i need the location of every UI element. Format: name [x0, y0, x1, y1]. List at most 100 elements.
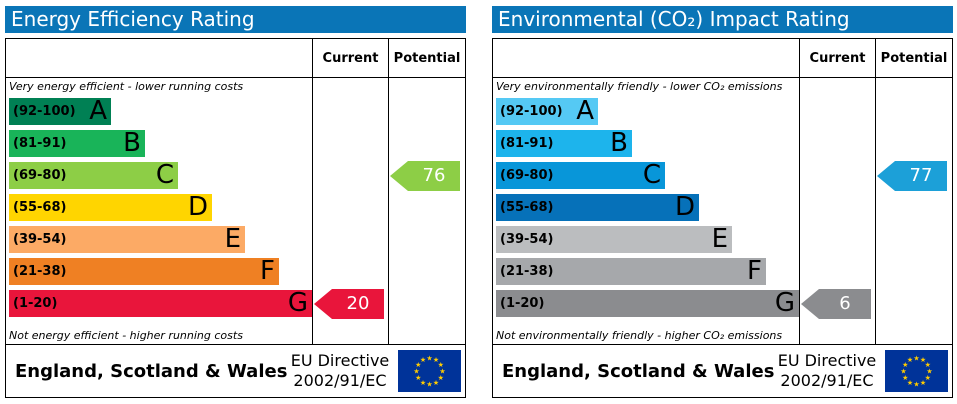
column-divider: [388, 39, 389, 344]
current-column-header: Current: [322, 51, 379, 66]
rating-band-e: (39-54) E: [496, 224, 732, 254]
potential-column-header: Potential: [880, 51, 948, 66]
footer-region-label: England, Scotland & Wales: [502, 361, 775, 382]
rating-band-b: (81-91) B: [9, 128, 145, 158]
eu-star-icon: ★: [907, 356, 913, 364]
rating-band-b: (81-91) B: [496, 128, 632, 158]
footer-divider: [493, 344, 952, 345]
band-letter: G: [287, 288, 308, 318]
potential-rating-arrow: 76: [390, 161, 460, 191]
rating-band-e: (39-54) E: [9, 224, 245, 254]
current-rating-arrow: 6: [801, 289, 871, 319]
panel-title: Environmental (CO₂) Impact Rating: [492, 6, 953, 33]
potential-rating-arrow: 77: [877, 161, 947, 191]
eu-flag-icon: ★ ★★★★★★★★★★★: [398, 350, 461, 392]
rating-band-d: (55-68) D: [496, 192, 699, 222]
band-range-label: (92-100): [500, 104, 563, 119]
band-letter: D: [674, 192, 695, 222]
current-column-header: Current: [809, 51, 866, 66]
column-divider: [799, 39, 800, 344]
band-letter: F: [747, 256, 762, 286]
band-range-label: (81-91): [500, 136, 554, 151]
rating-band-g: (1-20) G: [496, 288, 799, 318]
bottom-note: Not energy efficient - higher running co…: [9, 329, 243, 342]
eu-star-icon: ★: [913, 355, 919, 363]
eu-star-icon: ★: [420, 379, 426, 387]
environmental-impact-panel: Environmental (CO₂) Impact Rating Curren…: [492, 6, 953, 398]
band-range-label: (69-80): [500, 168, 554, 183]
eu-star-icon: ★: [420, 356, 426, 364]
bottom-note: Not environmentally friendly - higher CO…: [496, 329, 783, 342]
band-letter: E: [224, 224, 241, 254]
band-letter: B: [123, 128, 141, 158]
current-rating-value: 20: [346, 293, 370, 314]
eu-star-icon: ★: [913, 381, 919, 389]
eu-star-icon: ★: [438, 361, 444, 369]
potential-rating-value: 77: [909, 165, 933, 186]
header-divider: [493, 77, 952, 78]
eu-star-icon: ★: [426, 381, 432, 389]
panel-title: Energy Efficiency Rating: [5, 6, 466, 33]
directive-line-2: 2002/91/EC: [293, 371, 387, 390]
band-range-label: (69-80): [13, 168, 67, 183]
footer-divider: [6, 344, 465, 345]
band-range-label: (81-91): [13, 136, 67, 151]
eu-star-icon: ★: [900, 368, 906, 376]
rating-table: Current Potential Very environmentally f…: [492, 38, 953, 398]
band-range-label: (39-54): [500, 232, 554, 247]
footer-directive: EU Directive 2002/91/EC: [772, 351, 882, 391]
eu-star-icon: ★: [920, 379, 926, 387]
band-letter: E: [711, 224, 728, 254]
band-letter: D: [187, 192, 208, 222]
band-letter: C: [642, 160, 661, 190]
band-letter: F: [260, 256, 275, 286]
eu-star-icon: ★: [439, 368, 445, 376]
rating-band-c: (69-80) C: [9, 160, 178, 190]
rating-band-a: (92-100) A: [496, 97, 598, 126]
eu-star-icon: ★: [926, 368, 932, 376]
eu-star-icon: ★: [902, 361, 908, 369]
band-range-label: (21-38): [13, 264, 67, 279]
eu-star-icon: ★: [426, 355, 432, 363]
current-rating-arrow: 20: [314, 289, 384, 319]
band-range-label: (92-100): [13, 104, 76, 119]
band-letter: G: [774, 288, 795, 318]
eu-star-icon: ★: [433, 356, 439, 364]
band-range-label: (55-68): [13, 200, 67, 215]
band-letter: C: [155, 160, 174, 190]
eu-star-icon: ★: [438, 374, 444, 382]
rating-band-d: (55-68) D: [9, 192, 212, 222]
eu-star-icon: ★: [925, 374, 931, 382]
eu-star-icon: ★: [413, 368, 419, 376]
eu-star-icon: ★: [415, 374, 421, 382]
footer-directive: EU Directive 2002/91/EC: [285, 351, 395, 391]
rating-band-c: (69-80) C: [496, 160, 665, 190]
eu-star-icon: ★: [925, 361, 931, 369]
rating-band-f: (21-38) F: [496, 256, 766, 286]
band-range-label: (21-38): [500, 264, 554, 279]
potential-column-header: Potential: [393, 51, 461, 66]
eu-star-icon: ★: [902, 374, 908, 382]
band-range-label: (55-68): [500, 200, 554, 215]
eu-star-icon: ★: [415, 361, 421, 369]
rating-band-a: (92-100) A: [9, 96, 111, 126]
column-divider: [312, 39, 313, 344]
current-rating-value: 6: [839, 293, 851, 314]
band-letter: A: [89, 96, 107, 126]
directive-line-2: 2002/91/EC: [780, 371, 874, 390]
rating-table: Current Potential Very energy efficient …: [5, 38, 466, 398]
band-range-label: (1-20): [500, 296, 545, 311]
header-divider: [6, 77, 465, 78]
directive-line-1: EU Directive: [290, 351, 390, 370]
column-divider: [875, 39, 876, 344]
eu-flag-icon: ★ ★★★★★★★★★★★: [885, 350, 948, 392]
footer-region-label: England, Scotland & Wales: [15, 361, 288, 382]
band-range-label: (1-20): [13, 296, 58, 311]
band-letter: B: [610, 128, 628, 158]
band-range-label: (39-54): [13, 232, 67, 247]
eu-star-icon: ★: [433, 379, 439, 387]
eu-star-icon: ★: [920, 356, 926, 364]
directive-line-1: EU Directive: [777, 351, 877, 370]
energy-efficiency-panel: Energy Efficiency Rating Current Potenti…: [5, 6, 466, 398]
eu-star-icon: ★: [907, 379, 913, 387]
